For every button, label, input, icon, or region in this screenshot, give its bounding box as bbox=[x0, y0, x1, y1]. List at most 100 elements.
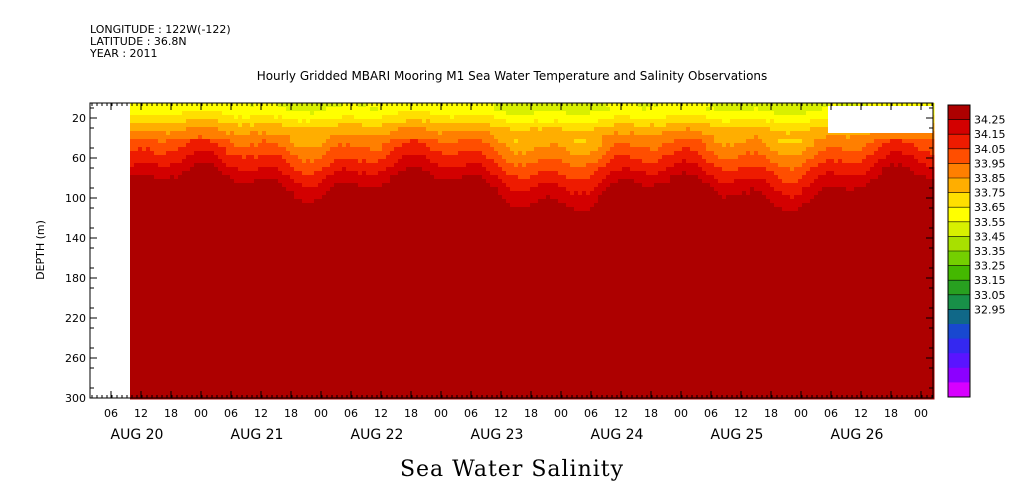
field-cell bbox=[218, 239, 223, 244]
field-cell bbox=[282, 159, 287, 164]
field-cell bbox=[346, 255, 351, 260]
field-cell bbox=[198, 347, 203, 352]
field-cell bbox=[206, 119, 211, 124]
field-cell bbox=[286, 203, 291, 208]
field-cell bbox=[222, 259, 227, 264]
field-cell bbox=[170, 111, 175, 116]
field-cell bbox=[350, 371, 355, 376]
field-cell bbox=[182, 275, 187, 280]
field-cell bbox=[266, 383, 271, 388]
field-cell bbox=[218, 287, 223, 292]
field-cell bbox=[318, 331, 323, 336]
field-cell bbox=[394, 299, 399, 304]
field-cell bbox=[158, 363, 163, 368]
field-cell bbox=[330, 239, 335, 244]
field-cell bbox=[342, 127, 347, 132]
field-cell bbox=[290, 239, 295, 244]
field-cell bbox=[390, 343, 395, 348]
field-cell bbox=[186, 199, 191, 204]
field-cell bbox=[274, 315, 279, 320]
field-cell bbox=[354, 275, 359, 280]
field-cell bbox=[130, 347, 135, 352]
field-cell bbox=[218, 127, 223, 132]
field-cell bbox=[282, 115, 287, 120]
field-cell bbox=[306, 311, 311, 316]
field-cell bbox=[178, 255, 183, 260]
field-cell bbox=[382, 299, 387, 304]
field-cell bbox=[386, 299, 391, 304]
field-cell bbox=[222, 251, 227, 256]
field-cell bbox=[186, 303, 191, 308]
field-cell bbox=[226, 343, 231, 348]
field-cell bbox=[258, 363, 263, 368]
field-cell bbox=[170, 259, 175, 264]
field-cell bbox=[162, 203, 167, 208]
field-cell bbox=[346, 291, 351, 296]
field-cell bbox=[394, 119, 399, 124]
field-cell bbox=[374, 119, 379, 124]
field-cell bbox=[250, 155, 255, 160]
field-cell bbox=[354, 287, 359, 292]
field-cell bbox=[350, 351, 355, 356]
field-cell bbox=[334, 351, 339, 356]
field-cell bbox=[282, 103, 287, 108]
field-cell bbox=[254, 187, 259, 192]
field-cell bbox=[330, 155, 335, 160]
field-cell bbox=[278, 219, 283, 224]
field-cell bbox=[282, 183, 287, 188]
field-cell bbox=[358, 275, 363, 280]
field-cell bbox=[138, 347, 143, 352]
field-cell bbox=[354, 183, 359, 188]
field-cell bbox=[278, 291, 283, 296]
field-cell bbox=[370, 339, 375, 344]
field-cell bbox=[310, 179, 315, 184]
field-cell bbox=[286, 387, 291, 392]
field-cell bbox=[358, 187, 363, 192]
field-cell bbox=[382, 315, 387, 320]
field-cell bbox=[306, 295, 311, 300]
field-cell bbox=[358, 115, 363, 120]
field-cell bbox=[274, 307, 279, 312]
field-cell bbox=[378, 271, 383, 276]
field-cell bbox=[342, 251, 347, 256]
field-cell bbox=[354, 259, 359, 264]
field-cell bbox=[386, 203, 391, 208]
field-cell bbox=[262, 147, 267, 152]
field-cell bbox=[366, 343, 371, 348]
field-cell bbox=[186, 315, 191, 320]
field-cell bbox=[194, 251, 199, 256]
field-cell bbox=[194, 119, 199, 124]
field-cell bbox=[266, 279, 271, 284]
field-cell bbox=[374, 239, 379, 244]
field-cell bbox=[286, 247, 291, 252]
field-cell bbox=[134, 383, 139, 388]
field-cell bbox=[206, 327, 211, 332]
field-cell bbox=[338, 371, 343, 376]
field-cell bbox=[210, 215, 215, 220]
field-cell bbox=[266, 271, 271, 276]
field-cell bbox=[182, 147, 187, 152]
field-cell bbox=[202, 151, 207, 156]
field-cell bbox=[350, 167, 355, 172]
field-cell bbox=[230, 123, 235, 128]
field-cell bbox=[286, 271, 291, 276]
field-cell bbox=[246, 391, 251, 396]
field-cell bbox=[254, 207, 259, 212]
field-cell bbox=[238, 151, 243, 156]
field-cell bbox=[266, 159, 271, 164]
field-cell bbox=[162, 355, 167, 360]
field-cell bbox=[322, 191, 327, 196]
field-cell bbox=[138, 139, 143, 144]
field-cell bbox=[354, 279, 359, 284]
field-cell bbox=[366, 395, 371, 400]
field-cell bbox=[270, 195, 275, 200]
field-cell bbox=[398, 199, 403, 204]
field-cell bbox=[294, 387, 299, 392]
field-cell bbox=[350, 235, 355, 240]
field-cell bbox=[302, 179, 307, 184]
field-cell bbox=[150, 347, 155, 352]
field-cell bbox=[318, 223, 323, 228]
field-cell bbox=[194, 219, 199, 224]
field-cell bbox=[318, 379, 323, 384]
field-cell bbox=[146, 211, 151, 216]
